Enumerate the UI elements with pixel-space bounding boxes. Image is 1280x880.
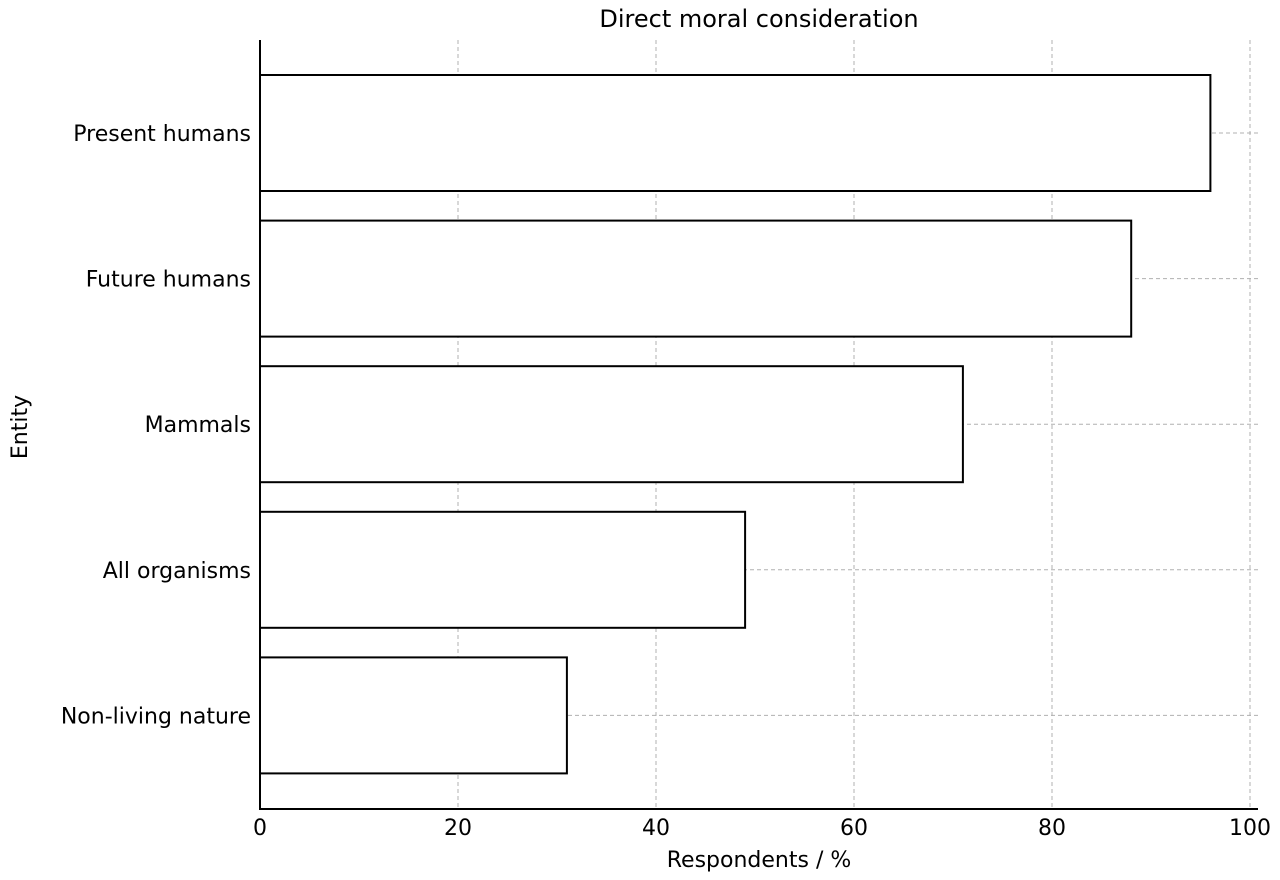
bar	[259, 74, 1212, 192]
x-tick-label: 60	[840, 816, 868, 841]
chart-title: Direct moral consideration	[599, 5, 918, 33]
bar	[259, 656, 568, 775]
y-tick-label: All organisms	[103, 559, 251, 584]
y-tick-label: Mammals	[145, 413, 251, 438]
bar	[259, 365, 964, 484]
y-tick-label: Present humans	[73, 122, 251, 147]
y-axis-label: Entity	[8, 395, 33, 459]
bar	[259, 219, 1133, 338]
x-tick-label: 80	[1038, 816, 1066, 841]
tick-labels: 0 20 40 60 80 100 Present humans Future humans M…	[61, 122, 1271, 841]
axes	[259, 40, 1258, 810]
x-axis-label: Respondents / %	[667, 848, 852, 873]
x-tick-label: 20	[444, 816, 472, 841]
y-tick-label: Non-living nature	[61, 704, 251, 729]
x-tick-label: 0	[253, 816, 267, 841]
bar	[259, 510, 747, 629]
y-tick-label: Future humans	[86, 268, 251, 293]
x-tick-label: 100	[1229, 816, 1271, 841]
x-tick-label: 40	[642, 816, 670, 841]
